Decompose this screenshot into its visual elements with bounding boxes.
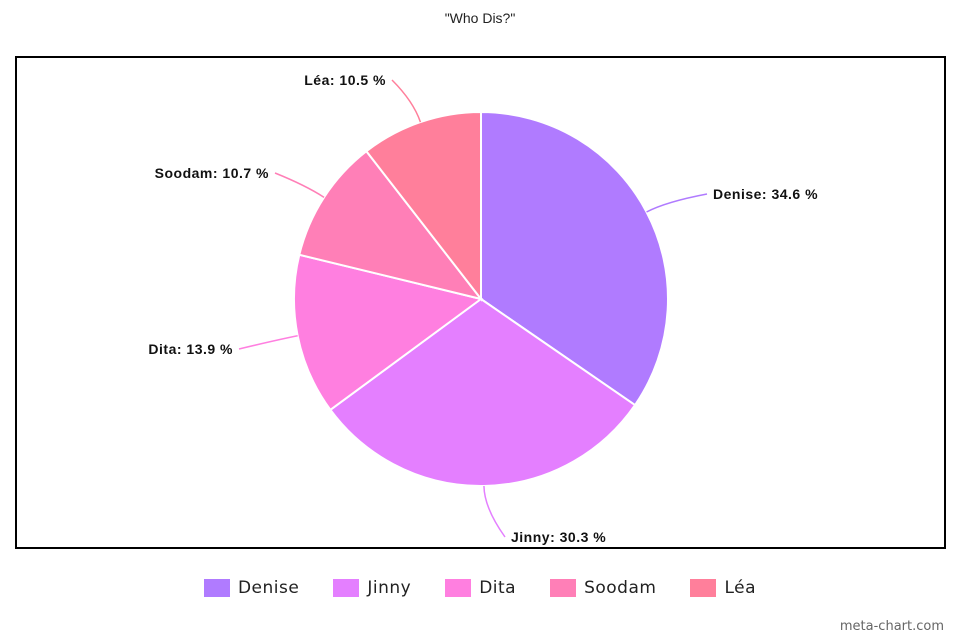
data-label: Soodam: 10.7 % xyxy=(155,165,269,181)
legend-swatch xyxy=(203,579,230,597)
legend-item-lea[interactable]: Léa xyxy=(690,578,756,598)
pie-slice-denise[interactable] xyxy=(480,110,669,407)
legend-item-jinny[interactable]: Jinny xyxy=(333,578,411,598)
legend-label: Dita xyxy=(479,578,517,598)
legend-label: Léa xyxy=(724,578,757,598)
label-connector xyxy=(391,79,422,123)
legend-item-denise[interactable]: Denise xyxy=(203,578,300,598)
label-connector xyxy=(274,172,325,198)
label-connector xyxy=(646,193,708,213)
data-label: Jinny: 30.3 % xyxy=(511,529,606,545)
watermark[interactable]: meta-chart.com xyxy=(839,619,944,634)
pie-slice-dita[interactable] xyxy=(293,253,484,412)
pie-slice-jinny[interactable] xyxy=(329,297,637,487)
legend-swatch xyxy=(445,579,472,597)
plot-area: Denise: 34.6 % Jinny: 30.3 % Dita: 13.9 % S… xyxy=(15,56,946,549)
legend-swatch xyxy=(690,579,717,597)
legend-label: Denise xyxy=(237,578,300,598)
legend-item-soodam[interactable]: Soodam xyxy=(550,578,656,598)
legend-label: Jinny xyxy=(367,578,412,598)
legend-label: Soodam xyxy=(584,578,657,598)
legend: Denise Jinny Dita Soodam Léa xyxy=(0,578,960,598)
chart-title: "Who Dis?" xyxy=(444,10,516,26)
label-connector xyxy=(238,335,298,350)
pie-slice-lea[interactable] xyxy=(364,110,482,302)
label-connector xyxy=(483,485,506,538)
pie-chart: Denise: 34.6 % Jinny: 30.3 % Dita: 13.9 % S… xyxy=(148,72,818,545)
legend-swatch xyxy=(550,579,577,597)
data-label: Léa: 10.5 % xyxy=(304,72,386,88)
data-label: Denise: 34.6 % xyxy=(713,186,818,202)
legend-item-dita[interactable]: Dita xyxy=(445,578,516,598)
legend-swatch xyxy=(333,579,360,597)
data-label: Dita: 13.9 % xyxy=(148,341,233,357)
